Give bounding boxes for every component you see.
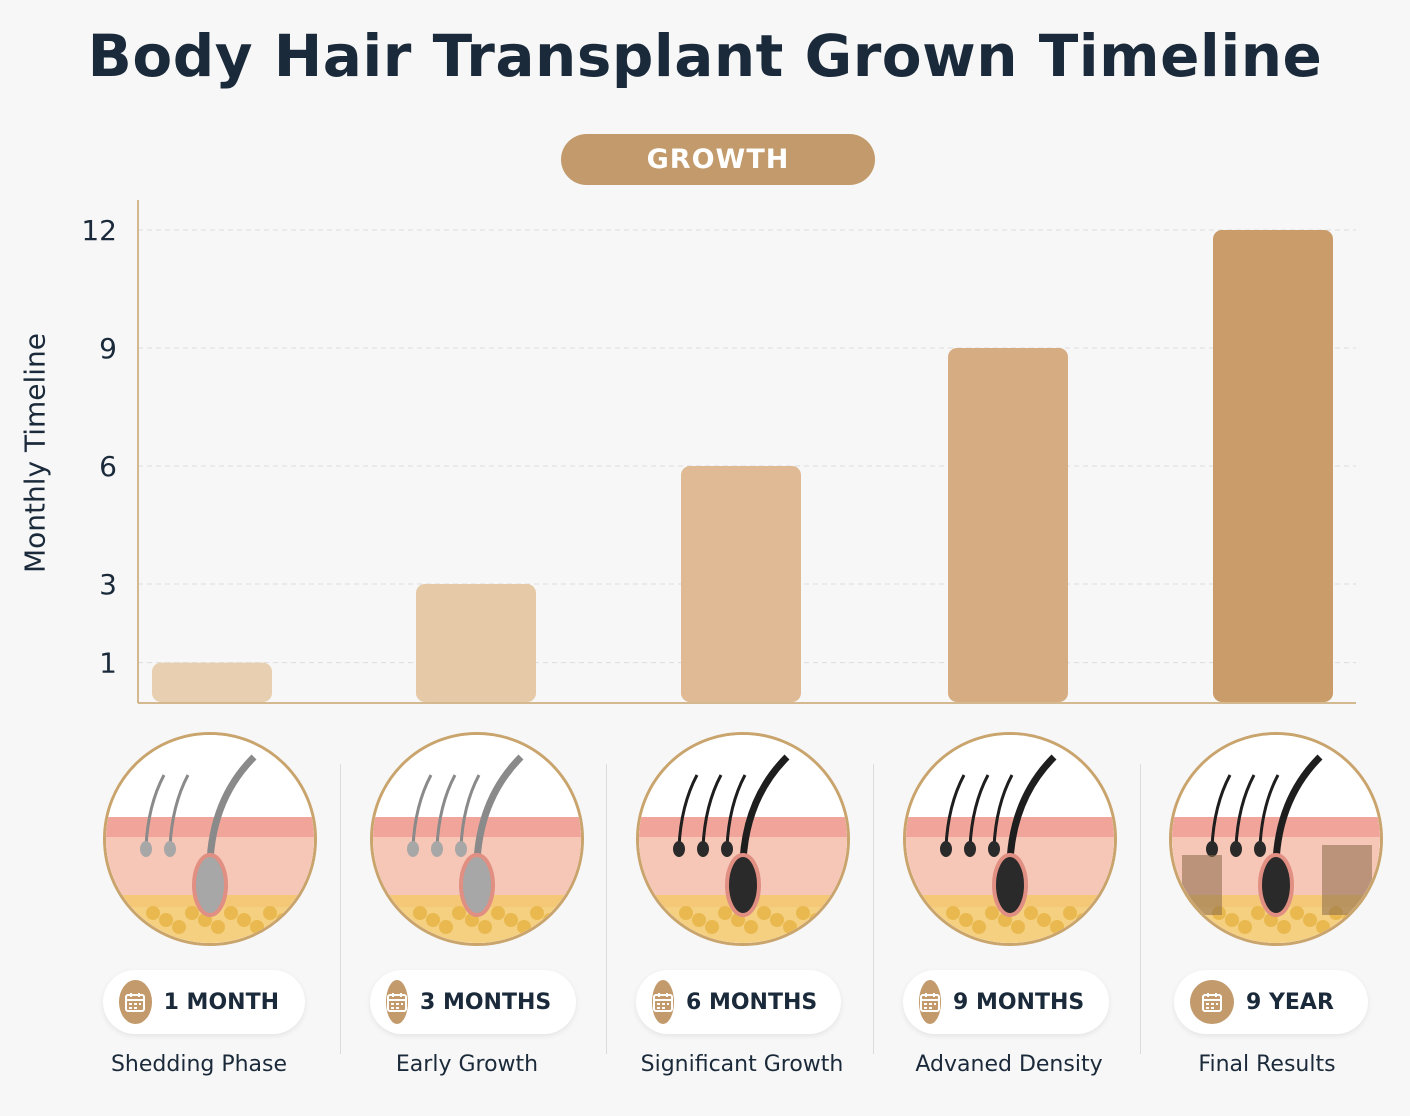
stage-badge: 3 MONTHS	[370, 970, 576, 1034]
stage-caption: Significant Growth	[640, 1052, 844, 1077]
y-tick-label: 6	[99, 450, 117, 483]
stage-badge-label: 6 MONTHS	[686, 989, 818, 1015]
stage-badge-label: 9 YEAR	[1246, 989, 1334, 1015]
bar	[416, 584, 536, 702]
hair-follicle-illustration	[370, 732, 584, 946]
bar	[1213, 230, 1333, 702]
bar	[681, 466, 801, 702]
stage-card: 1 MONTH Shedding Phase	[101, 732, 367, 1116]
stage-card: 3 MONTHS Early Growth	[368, 732, 634, 1116]
hair-follicle-illustration	[903, 732, 1117, 946]
stage-separator	[606, 764, 607, 1054]
bar	[152, 662, 272, 702]
stage-badge: 1 MONTH	[103, 970, 305, 1034]
stage-badge: 9 MONTHS	[903, 970, 1109, 1034]
stage-separator	[340, 764, 341, 1054]
calendar-icon	[386, 980, 408, 1024]
y-tick-label: 3	[99, 568, 117, 601]
hair-follicle-illustration	[636, 732, 850, 946]
stage-separator	[1140, 764, 1141, 1054]
calendar-icon	[1190, 980, 1234, 1024]
bar	[948, 348, 1068, 702]
growth-badge: GROWTH	[561, 134, 875, 185]
stage-badge-label: 3 MONTHS	[420, 989, 552, 1015]
stage-caption: Shedding Phase	[110, 1052, 288, 1077]
stage-card: 9 YEAR Final Results	[1167, 732, 1410, 1116]
stage-badge-label: 9 MONTHS	[953, 989, 1085, 1015]
stage-card: 6 MONTHS Significant Growth	[634, 732, 900, 1116]
hair-follicle-illustration	[1169, 732, 1383, 946]
stage-separator	[873, 764, 874, 1054]
stage-badge: 6 MONTHS	[636, 970, 841, 1034]
calendar-icon	[119, 980, 152, 1024]
stage-caption: Advaned Density	[915, 1052, 1103, 1077]
stage-badge: 9 YEAR	[1174, 970, 1368, 1034]
bar-chart: 1 3 6 9 12	[81, 200, 1356, 704]
y-tick-label: 1	[99, 647, 117, 680]
stage-card: 9 MONTHS Advaned Density	[901, 732, 1167, 1116]
y-tick-label: 12	[81, 214, 117, 247]
y-tick-label: 9	[99, 332, 117, 365]
calendar-icon	[652, 980, 674, 1024]
hair-follicle-illustration	[103, 732, 317, 946]
stage-caption: Early Growth	[395, 1052, 539, 1077]
chart-title: Body Hair Transplant Grown Timeline	[87, 22, 1323, 90]
stage-badge-label: 1 MONTH	[163, 989, 279, 1015]
calendar-icon	[919, 980, 941, 1024]
stage-caption: Final Results	[1198, 1052, 1336, 1077]
